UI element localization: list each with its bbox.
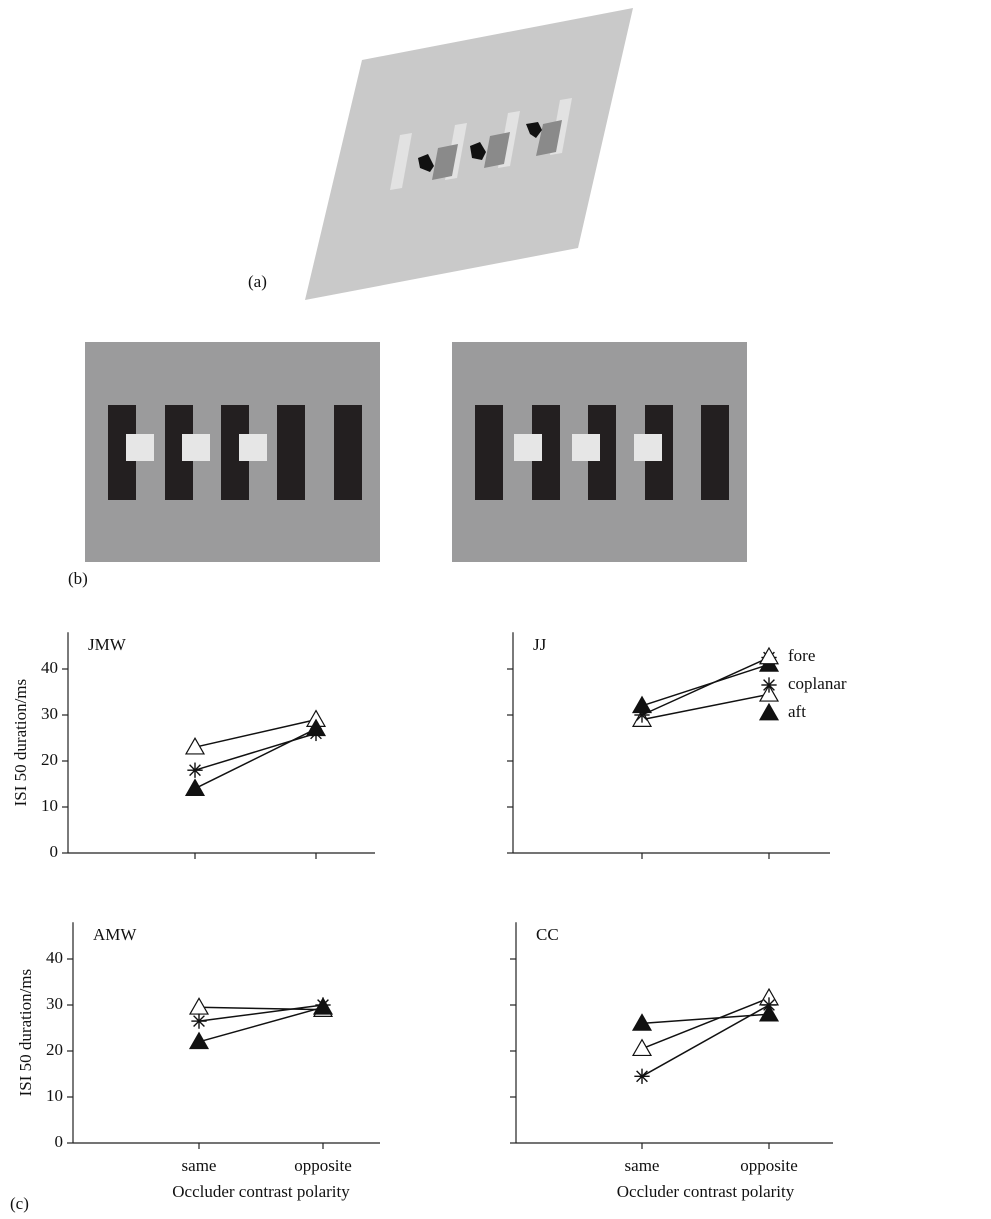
bar	[701, 405, 729, 500]
figure: (a) (b) (c) JMW 0 10 20 30 40 ISI 50 duration/…	[0, 0, 991, 1219]
y-tick-label: 10	[41, 796, 58, 815]
plane	[305, 8, 633, 300]
panel-label: (b)	[68, 569, 88, 588]
marker-asterisk	[191, 1013, 206, 1028]
panel-b-drawing	[85, 342, 747, 562]
chart-title: JJ	[533, 635, 547, 654]
y-tick-label: 30	[46, 994, 63, 1013]
panel-label: (c)	[10, 1194, 29, 1213]
y-tick-label: 10	[46, 1086, 63, 1105]
y-tick-label: 20	[46, 1040, 63, 1059]
y-tick-label: 0	[50, 842, 59, 861]
marker-filled-triangle	[760, 704, 778, 720]
x-tick-label: opposite	[294, 1156, 352, 1175]
marker-open-triangle	[760, 648, 778, 664]
chart-title: JMW	[88, 635, 127, 654]
square	[634, 434, 662, 461]
y-tick-label: 20	[41, 750, 58, 769]
y-tick-label: 0	[55, 1132, 64, 1151]
square	[126, 434, 154, 461]
square	[239, 434, 267, 461]
marker-asterisk	[761, 677, 776, 692]
marker-filled-triangle	[633, 697, 651, 713]
legend-label: fore	[788, 646, 815, 665]
x-axis-label: Occluder contrast polarity	[617, 1182, 795, 1201]
chart-title: AMW	[93, 925, 137, 944]
bar	[475, 405, 503, 500]
square	[182, 434, 210, 461]
square	[514, 434, 542, 461]
y-axis-label: ISI 50 duration/ms	[11, 679, 30, 807]
x-tick-label: same	[625, 1156, 660, 1175]
series-line	[642, 1014, 769, 1023]
series-line	[195, 729, 316, 789]
panel-a-drawing	[305, 8, 633, 300]
panel-label: (a)	[248, 272, 267, 291]
y-tick-label: 40	[41, 658, 58, 677]
series-line	[642, 664, 769, 705]
marker-asterisk	[634, 1069, 649, 1084]
marker-filled-triangle	[186, 780, 204, 796]
x-tick-label: opposite	[740, 1156, 798, 1175]
marker-open-triangle	[190, 998, 208, 1014]
square	[572, 434, 600, 461]
legend-label: aft	[788, 702, 806, 721]
y-tick-label: 40	[46, 948, 63, 967]
marker-filled-triangle	[760, 1005, 778, 1021]
series-line	[195, 720, 316, 748]
marker-asterisk	[187, 763, 202, 778]
y-axis-label: ISI 50 duration/ms	[16, 969, 35, 1097]
bar	[334, 405, 362, 500]
bar	[277, 405, 305, 500]
chart-title: CC	[536, 925, 559, 944]
x-tick-label: same	[182, 1156, 217, 1175]
y-tick-label: 30	[41, 704, 58, 723]
legend-label: coplanar	[788, 674, 847, 693]
marker-open-triangle	[633, 1040, 651, 1056]
series-line	[195, 733, 316, 770]
x-axis-label: Occluder contrast polarity	[172, 1182, 350, 1201]
